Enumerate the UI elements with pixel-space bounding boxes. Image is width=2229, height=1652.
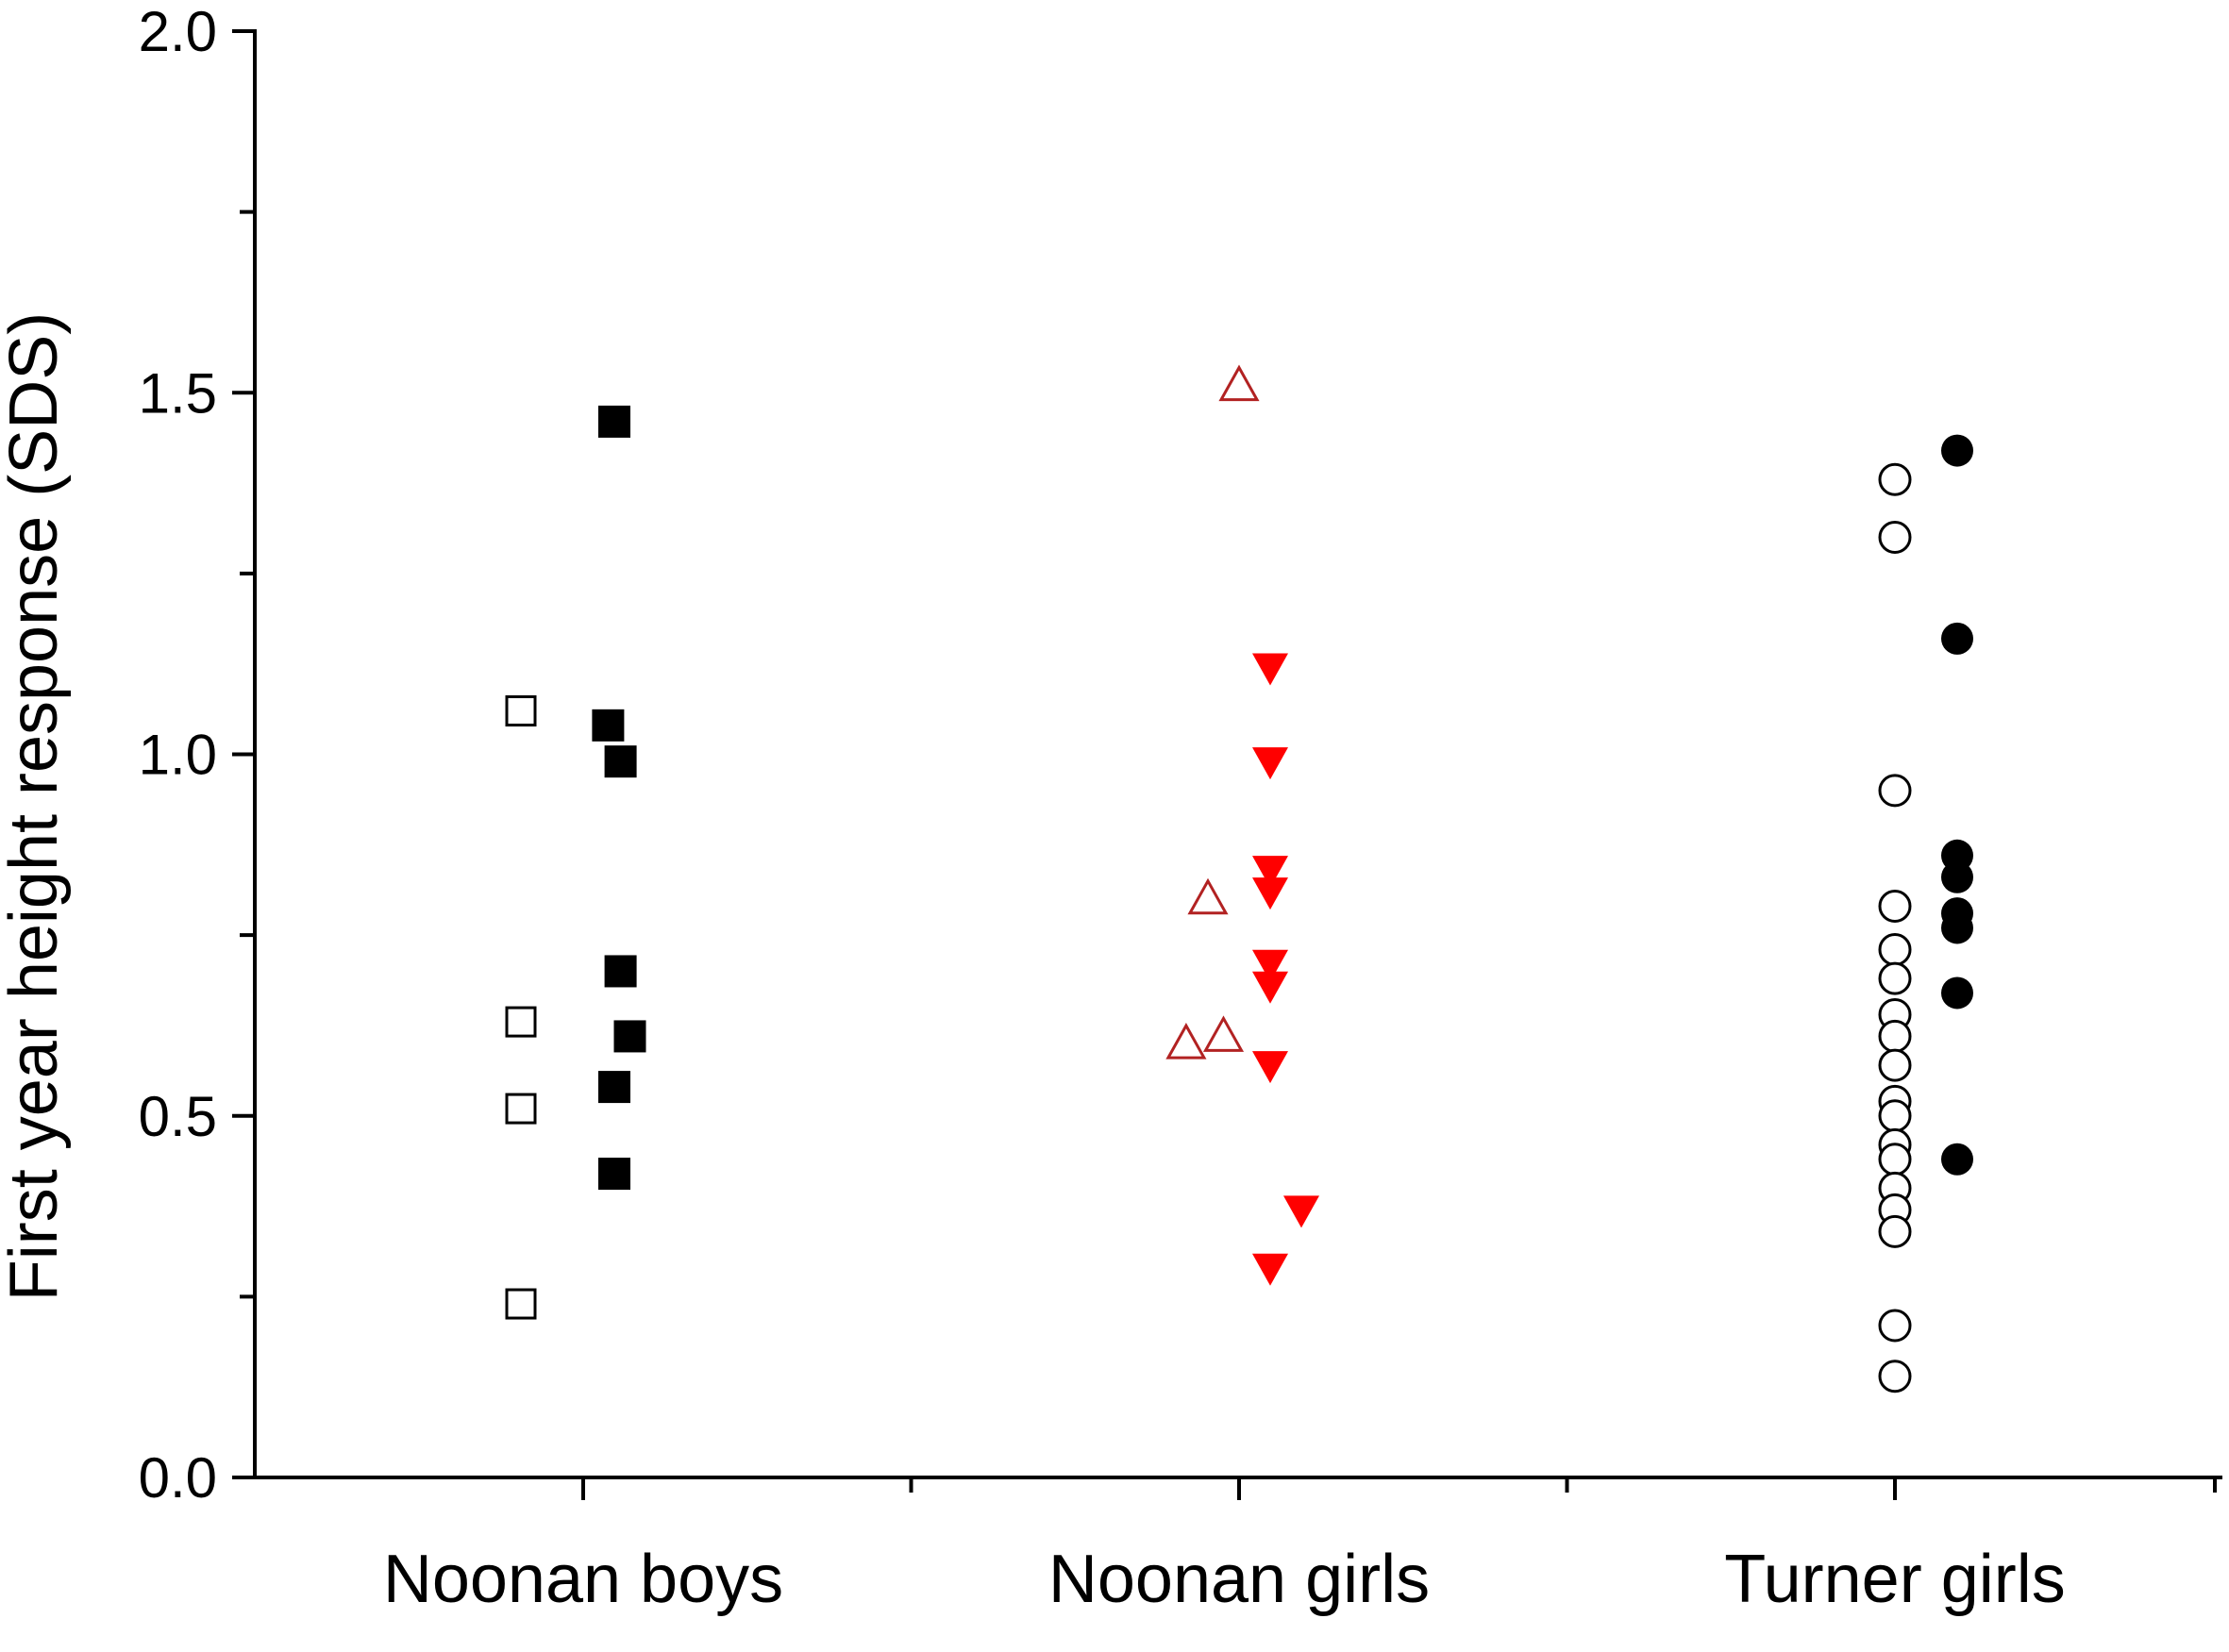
filled-triangle-marker bbox=[1283, 1195, 1319, 1228]
open-triangle-marker bbox=[1218, 364, 1260, 402]
filled-triangle-marker bbox=[1252, 1253, 1288, 1286]
axes bbox=[253, 29, 2222, 1479]
filled-circle-marker bbox=[1941, 622, 1973, 655]
filled-square-marker bbox=[592, 709, 625, 742]
open-circle-marker bbox=[1878, 1019, 1912, 1053]
open-circle-marker bbox=[1878, 889, 1912, 923]
y-tick-label: 1.0 bbox=[139, 724, 217, 787]
y-tick-label: 1.5 bbox=[139, 361, 217, 425]
filled-square-marker bbox=[604, 745, 637, 778]
open-square-marker bbox=[505, 1288, 537, 1320]
open-circle-marker bbox=[1878, 1048, 1912, 1082]
open-triangle-marker bbox=[1187, 877, 1229, 915]
filled-triangle-marker bbox=[1252, 856, 1288, 889]
filled-circle-marker bbox=[1941, 860, 1973, 893]
filled-circle-marker bbox=[1941, 911, 1973, 944]
open-circle-marker bbox=[1878, 462, 1912, 496]
open-circle-marker bbox=[1878, 774, 1912, 808]
open-circle-marker bbox=[1878, 1309, 1912, 1343]
y-axis-ticks: 0.0 0.5 1.0 1.5 2.0 bbox=[139, 0, 255, 1510]
filled-circle-marker bbox=[1941, 976, 1973, 1010]
filled-circle-marker bbox=[1941, 434, 1973, 467]
y-axis-title: First year height response (SDS) bbox=[0, 312, 72, 1301]
open-square-marker bbox=[505, 1093, 537, 1125]
filled-square-marker bbox=[598, 405, 630, 438]
filled-triangle-marker bbox=[1252, 747, 1288, 780]
filled-triangle-marker bbox=[1252, 653, 1288, 686]
filled-triangle-marker bbox=[1252, 1051, 1288, 1084]
filled-square-marker bbox=[598, 1071, 630, 1104]
y-tick-label: 2.0 bbox=[139, 0, 217, 63]
open-circle-marker bbox=[1878, 932, 1912, 966]
open-circle-marker bbox=[1878, 1143, 1912, 1176]
open-circle-marker bbox=[1878, 521, 1912, 555]
x-category-label: Noonan girls bbox=[1048, 1542, 1430, 1617]
filled-triangle-marker bbox=[1252, 877, 1288, 910]
open-circle-marker bbox=[1878, 1360, 1912, 1393]
data-points bbox=[505, 364, 1973, 1393]
open-circle-marker bbox=[1878, 1214, 1912, 1248]
open-triangle-marker bbox=[1202, 1015, 1245, 1052]
filled-circle-marker bbox=[1941, 1143, 1973, 1176]
filled-square-marker bbox=[613, 1020, 646, 1053]
x-category-label: Noonan boys bbox=[383, 1542, 783, 1617]
open-circle-marker bbox=[1878, 961, 1912, 995]
filled-square-marker bbox=[604, 955, 637, 988]
open-square-marker bbox=[505, 695, 537, 727]
y-tick-label: 0.5 bbox=[139, 1085, 217, 1148]
open-circle-marker bbox=[1878, 1099, 1912, 1133]
filled-triangle-marker bbox=[1252, 971, 1288, 1004]
filled-triangle-marker bbox=[1252, 949, 1288, 982]
y-tick-label: 0.0 bbox=[139, 1446, 217, 1510]
open-triangle-marker bbox=[1165, 1023, 1207, 1060]
filled-square-marker bbox=[598, 1158, 630, 1191]
x-category-label: Turner girls bbox=[1724, 1542, 2065, 1617]
open-square-marker bbox=[505, 1006, 537, 1038]
x-axis-ticks: Noonan boys Noonan girls Turner girls bbox=[383, 1477, 2217, 1617]
